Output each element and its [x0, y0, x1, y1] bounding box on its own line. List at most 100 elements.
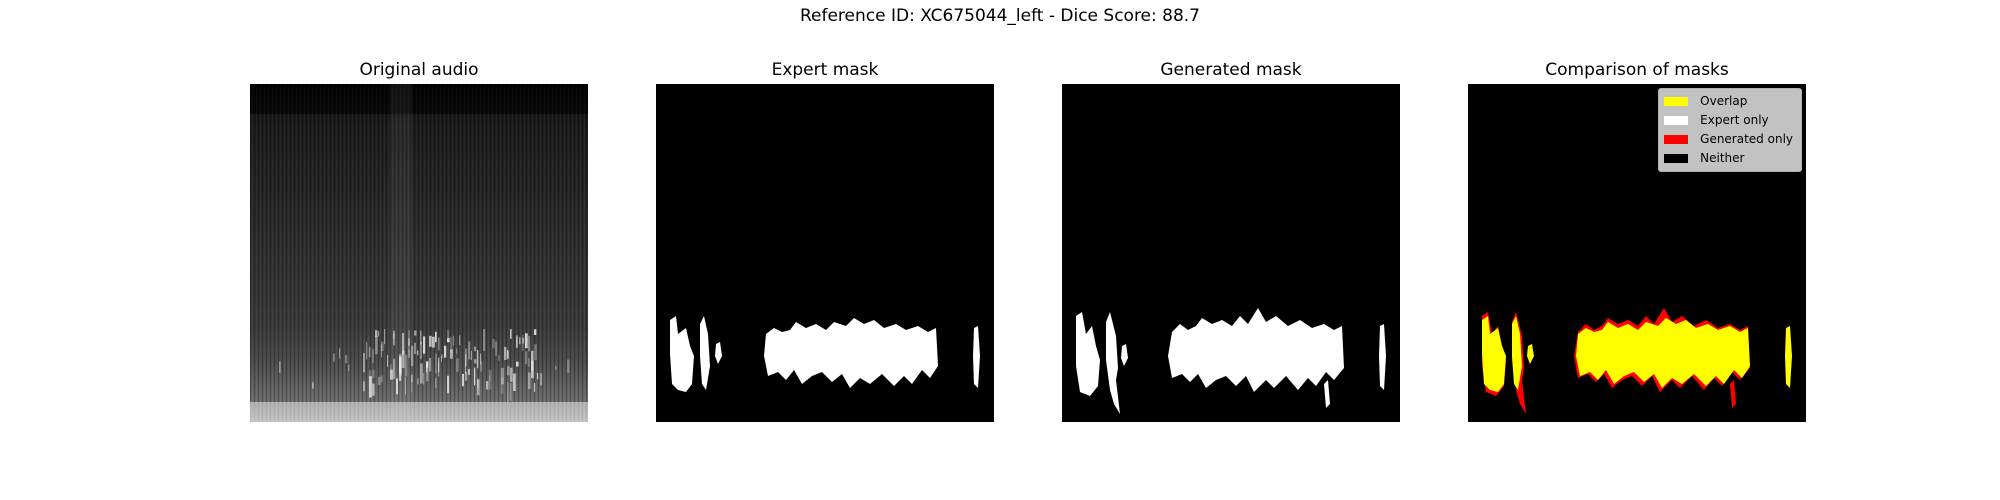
- generated-mask-blob-3: [1121, 344, 1128, 366]
- spectrogram-call-mark: [279, 361, 281, 373]
- spectrogram-call-mark: [483, 329, 486, 351]
- spectrogram-texture: [250, 84, 588, 422]
- spectrogram-call-mark: [450, 349, 453, 359]
- spectrogram-call-mark: [333, 353, 336, 362]
- legend-label-overlap: Overlap: [1700, 94, 1748, 108]
- spectrogram-call-mark: [414, 330, 417, 336]
- generated-mask-blob-1: [1076, 312, 1100, 396]
- spectrogram-call-mark: [435, 377, 437, 389]
- spectrogram-call-mark: [411, 345, 414, 367]
- spectrogram-call-mark: [402, 333, 405, 355]
- spectrogram-call-mark: [513, 373, 516, 391]
- spectrogram-call-mark: [420, 341, 422, 359]
- spectrogram-call-mark: [453, 335, 455, 346]
- spectrogram-call-mark: [468, 369, 470, 375]
- spectrogram-call-mark: [387, 355, 388, 367]
- spectrogram-call-mark: [510, 367, 513, 382]
- spectrogram-call-mark: [465, 354, 467, 374]
- spectrogram-call-mark: [390, 369, 393, 380]
- spectrogram-call-mark: [498, 355, 500, 361]
- spectrogram-call-mark: [516, 337, 518, 348]
- spectrogram-call-mark: [471, 350, 472, 360]
- overlap-regions: [1482, 316, 1792, 392]
- spectrogram-call-mark: [399, 359, 402, 381]
- spectrogram-call-mark: [480, 361, 483, 372]
- spectrogram-call-mark: [405, 354, 408, 377]
- spectrogram-call-mark: [378, 376, 381, 385]
- spectrogram-call-mark: [405, 377, 407, 395]
- legend-swatch-overlap: [1664, 97, 1689, 106]
- spectrogram-call-mark: [501, 367, 504, 385]
- spectrogram-call-mark: [528, 358, 530, 367]
- panel-title-comparison: Comparison of masks: [1545, 60, 1729, 80]
- spectrogram-call-mark: [447, 338, 450, 343]
- spectrogram-call-mark: [372, 348, 374, 364]
- expert-mask-blob-3: [715, 342, 722, 364]
- spectrogram-vertical-band: [390, 84, 412, 422]
- spectrogram-call-mark: [534, 344, 537, 361]
- expert-mask-regions: [670, 316, 980, 392]
- legend-item-expert-only: Expert only: [1664, 111, 1793, 130]
- spectrogram-call-mark: [435, 331, 437, 343]
- spectrogram-call-mark: [480, 353, 482, 365]
- spectrogram-call-mark: [501, 377, 504, 394]
- spectrogram-call-mark: [408, 330, 410, 352]
- spectrogram-call-mark: [420, 330, 422, 345]
- spectrogram-call-mark: [474, 367, 476, 386]
- spectrogram-call-mark: [378, 331, 379, 337]
- spectrogram-call-mark: [390, 364, 392, 373]
- spectrogram-call-mark: [522, 334, 524, 352]
- spectrogram-call-mark: [555, 365, 557, 370]
- spectrogram-call-mark: [408, 350, 411, 358]
- overlap-blob-5: [1785, 326, 1792, 388]
- expert-mask-image: [656, 84, 994, 422]
- spectrogram-call-mark: [507, 382, 509, 403]
- spectrogram-call-mark: [447, 375, 450, 394]
- spectrogram-svg: [250, 84, 588, 422]
- spectrogram-call-mark: [456, 358, 459, 372]
- spectrogram-call-mark: [468, 341, 471, 360]
- spectrogram-call-mark: [372, 383, 375, 396]
- spectrogram-call-mark: [474, 359, 477, 364]
- spectrogram-call-mark: [540, 373, 543, 386]
- overlap-blob-1: [1482, 316, 1506, 392]
- spectrogram-call-mark: [441, 356, 442, 362]
- expert-mask-blob-2: [700, 316, 710, 390]
- generated-mask-regions: [1076, 308, 1386, 414]
- spectrogram-call-mark: [486, 381, 489, 390]
- generated-mask-blob-4: [1168, 308, 1344, 392]
- spectrogram-call-mark: [438, 357, 440, 372]
- spectrogram-call-mark: [432, 336, 435, 348]
- spectrogram-call-mark: [396, 378, 398, 395]
- spectrogram-call-mark: [516, 361, 519, 367]
- legend-label-expert-only: Expert only: [1700, 113, 1769, 127]
- spectrogram-call-mark: [423, 344, 425, 355]
- generated-mask-blob-2: [1106, 312, 1120, 414]
- spectrogram-call-mark: [429, 335, 432, 347]
- generated-mask-blob-6: [1379, 324, 1386, 390]
- spectrogram-call-mark: [363, 353, 365, 373]
- spectrogram-call-mark: [408, 338, 411, 346]
- spectrogram-call-mark: [438, 337, 440, 351]
- spectrogram-call-mark: [504, 346, 507, 360]
- spectrogram-call-mark: [375, 330, 378, 338]
- spectrogram-call-mark: [393, 330, 395, 346]
- legend-item-generated-only: Generated only: [1664, 130, 1793, 149]
- spectrogram-call-mark: [510, 329, 512, 339]
- spectrogram-call-mark: [495, 341, 498, 356]
- spectrogram-call-mark: [369, 370, 372, 386]
- spectrogram-call-mark: [423, 336, 426, 354]
- spectrogram-call-mark: [420, 363, 423, 384]
- overlap-blob-4: [1576, 318, 1750, 388]
- spectrogram-call-mark: [477, 378, 480, 396]
- spectrogram-call-mark: [465, 372, 468, 381]
- legend-label-generated-only: Generated only: [1700, 132, 1793, 146]
- spectrogram-call-mark: [366, 342, 368, 360]
- generated-mask-blob-5: [1324, 380, 1330, 408]
- spectrogram-call-mark: [402, 350, 405, 368]
- expert-mask-svg: [670, 316, 980, 392]
- spectrogram-call-mark: [339, 348, 341, 359]
- spectrogram-call-mark: [489, 375, 491, 381]
- spectrogram-call-mark: [525, 333, 528, 349]
- expert-mask-blob-1: [670, 316, 694, 392]
